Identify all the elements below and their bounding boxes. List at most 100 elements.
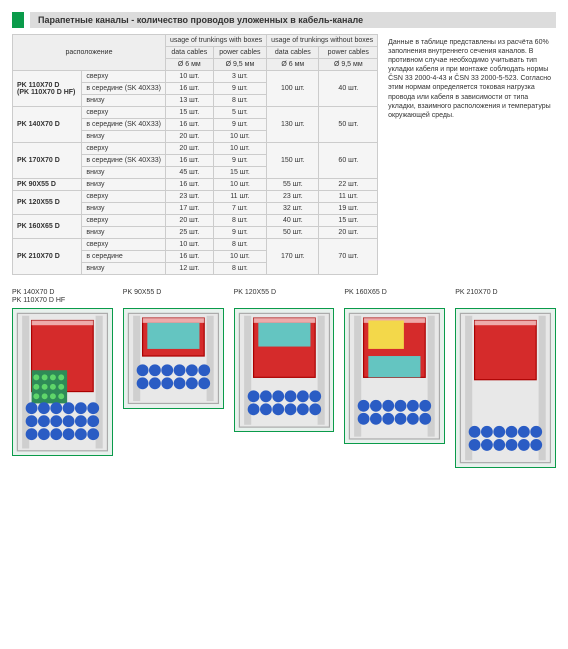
power-cell: 15 шт. — [213, 167, 267, 179]
power-cell: 9 шт. — [213, 83, 267, 95]
trunking-diagram — [15, 311, 110, 453]
col-data2: data cables — [267, 47, 319, 59]
power-cell: 9 шт. — [213, 227, 267, 239]
data-cell: 15 шт. — [165, 107, 213, 119]
position-cell: сверху — [82, 143, 166, 155]
data-cell: 16 шт. — [165, 155, 213, 167]
col-data1: data cables — [165, 47, 213, 59]
power-cell: 10 шт. — [213, 131, 267, 143]
data-cell: 16 шт. — [165, 83, 213, 95]
position-cell: сверху — [82, 191, 166, 203]
data-cell: 20 шт. — [165, 131, 213, 143]
position-cell: внизу — [82, 227, 166, 239]
diagram-frame — [344, 308, 445, 444]
wb-power-cell: 40 шт. — [319, 71, 378, 107]
power-cell: 9 шт. — [213, 155, 267, 167]
wb-data-cell: 170 шт. — [267, 239, 319, 275]
diagram-column: PK 140X70 DPK 110X70 D HF — [12, 289, 113, 468]
col-diam2: Ø 9,5 мм — [213, 59, 267, 71]
title-bar: Парапетные каналы - количество проводов … — [12, 12, 556, 28]
data-cell: 23 шт. — [165, 191, 213, 203]
trunking-diagram — [237, 311, 332, 429]
wb-power-cell: 60 шт. — [319, 143, 378, 179]
data-cell: 20 шт. — [165, 215, 213, 227]
data-cell: 45 шт. — [165, 167, 213, 179]
col-diam1: Ø 6 мм — [165, 59, 213, 71]
wb-data-cell: 32 шт. — [267, 203, 319, 215]
specs-table: расположение usage of trunkings with box… — [12, 34, 378, 275]
position-cell: сверху — [82, 107, 166, 119]
position-cell: в середине (SK 40X33) — [82, 83, 166, 95]
diagram-column: PK 210X70 D — [455, 289, 556, 468]
model-cell: PK 210X70 D — [13, 239, 82, 275]
col-power2: power cables — [319, 47, 378, 59]
position-cell: внизу — [82, 95, 166, 107]
trunking-diagram — [126, 311, 221, 406]
table-row: PK 120X55 Dсверху23 шт.11 шт.23 шт.11 шт… — [13, 191, 378, 203]
col-group-withoutboxes: usage of trunkings without boxes — [267, 35, 378, 47]
position-cell: сверху — [82, 71, 166, 83]
wb-power-cell: 22 шт. — [319, 179, 378, 191]
data-cell: 13 шт. — [165, 95, 213, 107]
position-cell: сверху — [82, 239, 166, 251]
power-cell: 9 шт. — [213, 119, 267, 131]
data-cell: 25 шт. — [165, 227, 213, 239]
power-cell: 10 шт. — [213, 143, 267, 155]
data-cell: 17 шт. — [165, 203, 213, 215]
position-cell: внизу — [82, 179, 166, 191]
model-cell: PK 120X55 D — [13, 191, 82, 215]
wb-data-cell: 100 шт. — [267, 71, 319, 107]
position-cell: внизу — [82, 167, 166, 179]
table-row: PK 210X70 Dсверху10 шт.8 шт.170 шт.70 шт… — [13, 239, 378, 251]
data-cell: 16 шт. — [165, 179, 213, 191]
diagram-label: PK 160X65 D — [344, 289, 445, 297]
diagrams-row: PK 140X70 DPK 110X70 D HF PK 90X55 D PK 12… — [12, 289, 556, 468]
table-row: PK 160X65 Dсверху20 шт.8 шт.40 шт.15 шт. — [13, 215, 378, 227]
power-cell: 5 шт. — [213, 107, 267, 119]
wb-data-cell: 23 шт. — [267, 191, 319, 203]
diagram-label: PK 110X70 D HF — [12, 297, 113, 305]
model-cell: PK 160X65 D — [13, 215, 82, 239]
model-cell: PK 110X70 D(PK 110X70 D HF) — [13, 71, 82, 107]
trunking-diagram — [347, 311, 442, 441]
col-diam4: Ø 9,5 мм — [319, 59, 378, 71]
position-cell: внизу — [82, 263, 166, 275]
diagram-label: PK 90X55 D — [123, 289, 224, 297]
position-cell: в середине (SK 40X33) — [82, 119, 166, 131]
accent-block — [12, 12, 24, 28]
data-cell: 20 шт. — [165, 143, 213, 155]
diagram-column: PK 160X65 D — [344, 289, 445, 468]
power-cell: 3 шт. — [213, 71, 267, 83]
data-cell: 16 шт. — [165, 251, 213, 263]
position-cell: в середине — [82, 251, 166, 263]
wb-power-cell: 70 шт. — [319, 239, 378, 275]
diagram-frame — [123, 308, 224, 409]
col-diam3: Ø 6 мм — [267, 59, 319, 71]
wb-data-cell: 130 шт. — [267, 107, 319, 143]
wb-power-cell: 19 шт. — [319, 203, 378, 215]
power-cell: 8 шт. — [213, 263, 267, 275]
description-text: Данные в таблице представлены из расчёта… — [386, 34, 556, 275]
position-cell: сверху — [82, 215, 166, 227]
power-cell: 8 шт. — [213, 215, 267, 227]
trunking-diagram — [458, 311, 553, 465]
model-cell: PK 170X70 D — [13, 143, 82, 179]
wb-power-cell: 11 шт. — [319, 191, 378, 203]
diagram-label: PK 210X70 D — [455, 289, 556, 297]
wb-power-cell: 20 шт. — [319, 227, 378, 239]
wb-power-cell: 15 шт. — [319, 215, 378, 227]
diagram-column: PK 120X55 D — [234, 289, 335, 468]
position-cell: внизу — [82, 131, 166, 143]
diagram-label: PK 140X70 D — [12, 289, 113, 297]
power-cell: 10 шт. — [213, 251, 267, 263]
wb-data-cell: 40 шт. — [267, 215, 319, 227]
table-row: PK 110X70 D(PK 110X70 D HF)сверху10 шт.3… — [13, 71, 378, 83]
col-power1: power cables — [213, 47, 267, 59]
table-row: PK 140X70 Dсверху15 шт.5 шт.130 шт.50 шт… — [13, 107, 378, 119]
power-cell: 10 шт. — [213, 179, 267, 191]
col-group-withboxes: usage of trunkings with boxes — [165, 35, 266, 47]
diagram-label: PK 120X55 D — [234, 289, 335, 297]
diagram-column: PK 90X55 D — [123, 289, 224, 468]
page-title: Парапетные каналы - количество проводов … — [30, 12, 556, 28]
data-cell: 10 шт. — [165, 239, 213, 251]
